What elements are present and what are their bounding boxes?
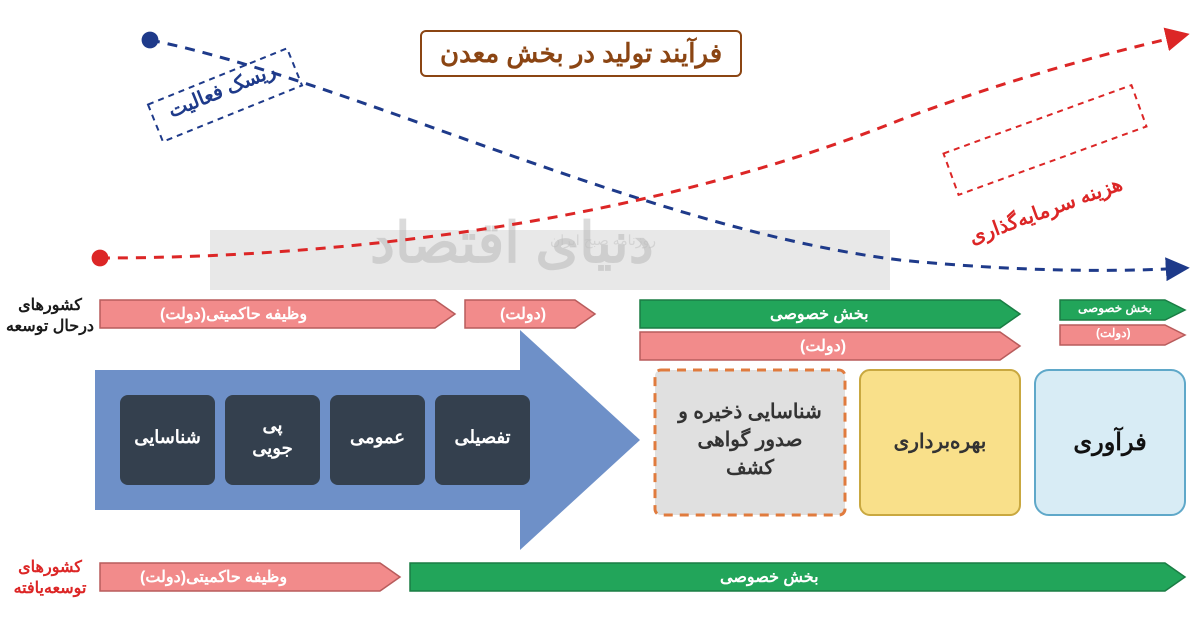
bar-gov-small-label: (دولت) (1096, 326, 1131, 340)
box-2-text: بهره‌برداری (860, 428, 1020, 456)
diagram-title-box: فرآیند تولید در بخش معدن (420, 30, 742, 77)
bar-private-small-label: بخش خصوصی (1078, 301, 1152, 315)
row-label-developed: کشورهای توسعه‌یافته (4, 558, 96, 600)
bar-gov-top-2-label: (دولت) (500, 304, 546, 324)
row-label-developing: کشورهای درحال توسعه (4, 296, 96, 338)
bar-gov-top-1-label: وظیفه حاکمیتی(دولت) (160, 304, 307, 324)
diagram-title: فرآیند تولید در بخش معدن (440, 38, 722, 69)
bar-gov-under-label: (دولت) (800, 336, 846, 356)
stage-2: پی جویی (225, 414, 320, 461)
box-1-text: شناسایی ذخیره و صدور گواهی کشف (655, 398, 845, 482)
box-3-text: فرآوری (1035, 426, 1185, 460)
bar-private-top-label: بخش خصوصی (770, 304, 869, 324)
stage-4: تفصیلی (435, 426, 530, 449)
stage-1: شناسایی (120, 426, 215, 449)
bar-private-bottom-label: بخش خصوصی (720, 567, 819, 587)
bar-gov-bottom-label: وظیفه حاکمیتی(دولت) (140, 567, 287, 587)
stage-3: عمومی (330, 426, 425, 449)
